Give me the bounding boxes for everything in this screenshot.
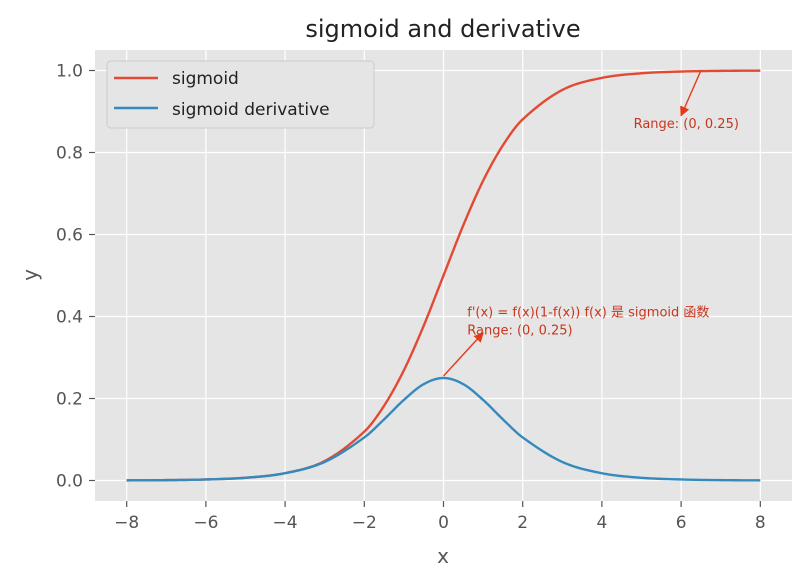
legend-box [106,60,375,129]
y-tick-label: 0.8 [56,144,83,164]
y-tick-label: 1.0 [56,62,83,82]
legend-label-sigmoid-derivative: sigmoid derivative [172,100,330,120]
chart-title: sigmoid and derivative [305,15,580,43]
annotation-text: Range: (0, 0.25) [467,324,572,339]
series-line-sigmoid-derivative [126,376,761,482]
x-tick-label: −6 [193,513,218,533]
annotation-text: f'(x) = f(x)(1-f(x)) f(x) 是 sigmoid 函数 [467,306,709,321]
y-tick-label: 0.2 [56,390,83,410]
legend-label-sigmoid: sigmoid [172,69,239,89]
series-lines [126,69,761,482]
x-tick-label: 2 [517,513,528,533]
annotation-text: Range: (0, 0.25) [634,117,739,132]
x-tick-label: −8 [114,513,139,533]
x-tick-label: 6 [676,513,687,533]
legend: sigmoid sigmoid derivative [106,60,375,129]
x-tick-label: −2 [352,513,377,533]
y-tick-label: 0.6 [56,226,83,246]
x-axis-label: x [437,544,449,568]
annotation-arrow [442,332,484,377]
x-tick-label: 0 [438,513,449,533]
x-tick-label: 4 [596,513,607,533]
x-tick-label: −4 [273,513,298,533]
x-tick-label: 8 [755,513,766,533]
x-ticks: −8 −6 −4 −2 0 2 4 6 8 [114,501,766,533]
annotations: f'(x) = f(x)(1-f(x)) f(x) 是 sigmoid 函数 Ra… [442,70,739,377]
annotation-arrow [680,70,702,117]
y-tick-label: 0.4 [56,308,83,328]
y-ticks: 0.0 0.2 0.4 0.6 0.8 1.0 [56,62,95,492]
y-axis-label: y [18,269,42,281]
y-tick-label: 0.0 [56,472,83,492]
